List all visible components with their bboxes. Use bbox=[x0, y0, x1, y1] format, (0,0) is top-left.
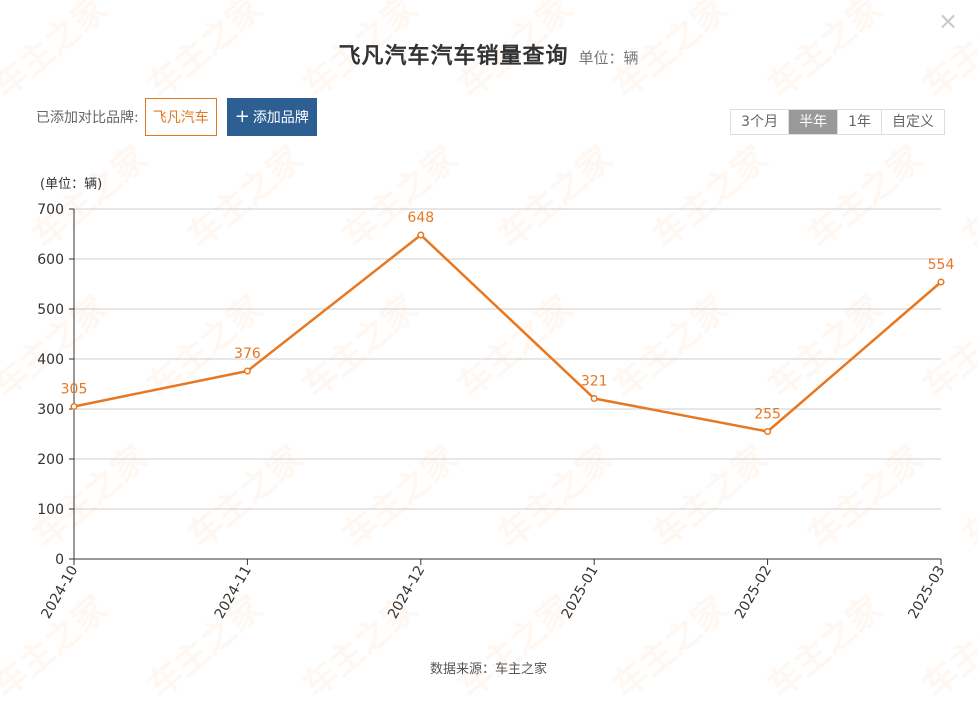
range-custom[interactable]: 自定义 bbox=[882, 110, 944, 134]
close-icon[interactable]: × bbox=[937, 7, 959, 35]
unit-label: 单位：辆 bbox=[578, 49, 639, 67]
y-tick-label: 0 bbox=[55, 552, 64, 568]
data-point bbox=[937, 278, 945, 286]
y-tick-label: 700 bbox=[37, 202, 64, 218]
add-brand-button[interactable]: + 添加品牌 bbox=[226, 98, 317, 136]
data-label: 376 bbox=[234, 346, 261, 362]
data-label: 305 bbox=[61, 382, 88, 398]
brand-tag-feifan[interactable]: 飞凡汽车 bbox=[144, 98, 217, 136]
data-label: 648 bbox=[407, 210, 434, 226]
page-header: 飞凡汽车汽车销量查询 单位：辆 bbox=[0, 38, 977, 70]
brands-label: 已添加对比品牌: bbox=[36, 110, 139, 126]
y-tick-label: 500 bbox=[37, 302, 64, 318]
series-line bbox=[73, 233, 942, 433]
y-tick-label: 600 bbox=[37, 252, 64, 268]
y-tick-label: 400 bbox=[37, 352, 64, 368]
data-point bbox=[417, 231, 425, 239]
data-label: 321 bbox=[581, 374, 608, 390]
range-1-year[interactable]: 1年 bbox=[838, 110, 882, 134]
y-tick-label: 200 bbox=[37, 452, 64, 468]
range-half-year[interactable]: 半年 bbox=[789, 110, 839, 134]
x-tick-label: 2025-03 bbox=[905, 563, 948, 622]
data-point bbox=[70, 402, 78, 411]
x-tick-label: 2024-11 bbox=[212, 563, 255, 622]
plus-icon: + bbox=[234, 106, 250, 127]
add-brand-label: 添加品牌 bbox=[252, 110, 309, 126]
y-axis-label: (单位：辆) bbox=[40, 177, 102, 192]
data-point bbox=[590, 394, 598, 403]
page-title: 飞凡汽车汽车销量查询 bbox=[338, 44, 569, 69]
data-source: 数据来源：车主之家 bbox=[429, 662, 547, 677]
x-tick-label: 2024-12 bbox=[385, 563, 428, 622]
range-3-months[interactable]: 3个月 bbox=[731, 110, 790, 134]
brand-compare-bar: 已添加对比品牌: 飞凡汽车 + 添加品牌 bbox=[36, 98, 317, 136]
x-tick-label: 2024-10 bbox=[38, 563, 81, 622]
data-point bbox=[764, 427, 772, 436]
data-point bbox=[243, 367, 251, 375]
x-tick-label: 2025-02 bbox=[732, 563, 775, 622]
x-tick-label: 2025-01 bbox=[559, 563, 602, 622]
time-range-selector: 3个月 半年 1年 自定义 bbox=[730, 109, 945, 135]
y-tick-label: 100 bbox=[37, 502, 64, 518]
data-label: 554 bbox=[928, 257, 955, 273]
data-label: 255 bbox=[754, 407, 781, 423]
y-tick-label: 300 bbox=[37, 402, 64, 418]
